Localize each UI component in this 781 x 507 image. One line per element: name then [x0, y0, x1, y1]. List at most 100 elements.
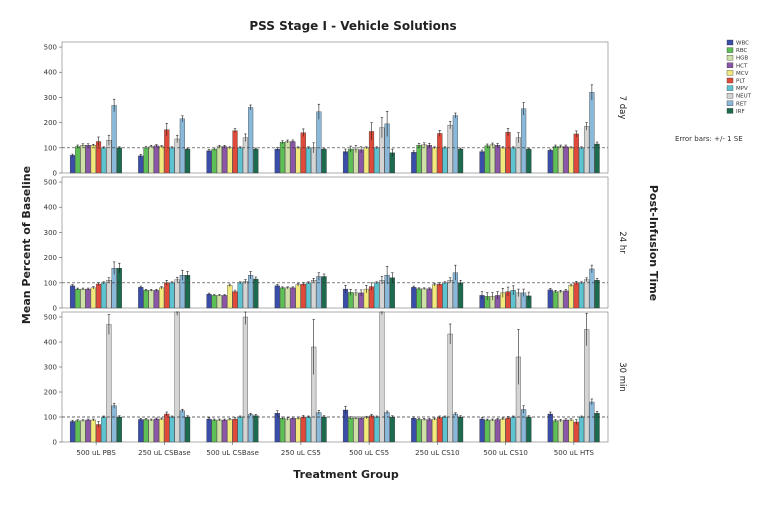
bar [179, 410, 185, 443]
bar [558, 420, 564, 443]
bar [279, 142, 286, 174]
bar [148, 290, 154, 309]
bar [111, 405, 117, 443]
bar [374, 282, 380, 309]
bar [411, 152, 417, 174]
bar [321, 148, 327, 174]
bar [237, 416, 243, 443]
legend-label: WBC [736, 41, 749, 47]
bar [578, 282, 585, 309]
bar [279, 287, 286, 309]
bar [594, 280, 600, 309]
bar [500, 418, 506, 443]
x-tick-label: 250 uL CSBase [138, 449, 191, 457]
legend-swatch [726, 70, 734, 76]
bar [563, 146, 569, 174]
bar [216, 419, 222, 443]
bar [426, 288, 432, 309]
y-tick-label: 0 [53, 305, 57, 313]
facet-label: 24 hr [617, 231, 627, 254]
bar [169, 282, 175, 309]
bar [578, 416, 585, 443]
bar [185, 275, 191, 309]
bar [457, 416, 464, 443]
bar [457, 148, 464, 174]
bar [153, 290, 159, 309]
bar [253, 278, 259, 309]
panel-7-day: 0 100 200 300 400 500 7 day [44, 41, 627, 178]
bar [75, 288, 81, 309]
bar [358, 149, 364, 174]
bar [568, 147, 574, 174]
bar [222, 419, 228, 443]
bar [563, 290, 569, 309]
bar [452, 115, 458, 174]
bar [295, 147, 301, 174]
bar [374, 147, 380, 174]
y-tick-label: 500 [44, 179, 57, 187]
panel-frame [61, 41, 609, 174]
bar [305, 416, 312, 443]
bar [242, 316, 248, 443]
bar [300, 132, 306, 174]
legend-swatch [726, 55, 734, 61]
bar [159, 146, 165, 174]
bar [174, 311, 180, 443]
bar [311, 280, 317, 309]
bar [285, 418, 291, 443]
bar [138, 287, 144, 309]
bar [358, 418, 364, 443]
bar [279, 418, 286, 443]
bar [90, 287, 96, 309]
bar [568, 419, 574, 443]
bar [216, 295, 222, 309]
bar [211, 295, 217, 309]
bar [305, 147, 312, 174]
bar [495, 419, 501, 443]
bar [353, 418, 359, 443]
bar [316, 111, 322, 174]
bar [374, 416, 380, 443]
bar [500, 147, 506, 174]
legend-label: HCT [736, 63, 748, 69]
y-tick-label: 0 [53, 170, 57, 178]
bar [227, 285, 233, 309]
bar [101, 282, 107, 309]
bar [80, 420, 86, 443]
bar [285, 141, 291, 174]
bar [584, 329, 590, 443]
bar [594, 413, 600, 443]
bar [442, 147, 448, 174]
legend-label: IRF [736, 109, 745, 115]
bar [290, 141, 296, 174]
bar [148, 419, 154, 443]
bar [164, 413, 170, 443]
bar [389, 416, 395, 443]
bar [248, 414, 254, 443]
bar [342, 151, 349, 174]
bar [547, 150, 553, 174]
bar [552, 146, 559, 174]
legend-swatch [726, 108, 734, 114]
bar [305, 282, 312, 309]
bar [578, 147, 585, 174]
bar [505, 132, 511, 174]
bar [138, 419, 144, 443]
bar [321, 276, 327, 309]
bar [437, 133, 443, 174]
bar [426, 145, 432, 174]
y-tick-label: 400 [44, 204, 57, 212]
legend-swatch [726, 93, 734, 99]
bar [90, 145, 96, 174]
bar [379, 280, 385, 309]
bar [159, 418, 165, 443]
bar [106, 280, 112, 309]
bar [169, 147, 175, 174]
bar [85, 419, 91, 443]
bar [75, 146, 81, 174]
bar [101, 147, 107, 174]
bar [589, 92, 595, 174]
bar [411, 418, 417, 443]
bar [232, 130, 238, 174]
y-tick-label: 300 [44, 229, 57, 237]
